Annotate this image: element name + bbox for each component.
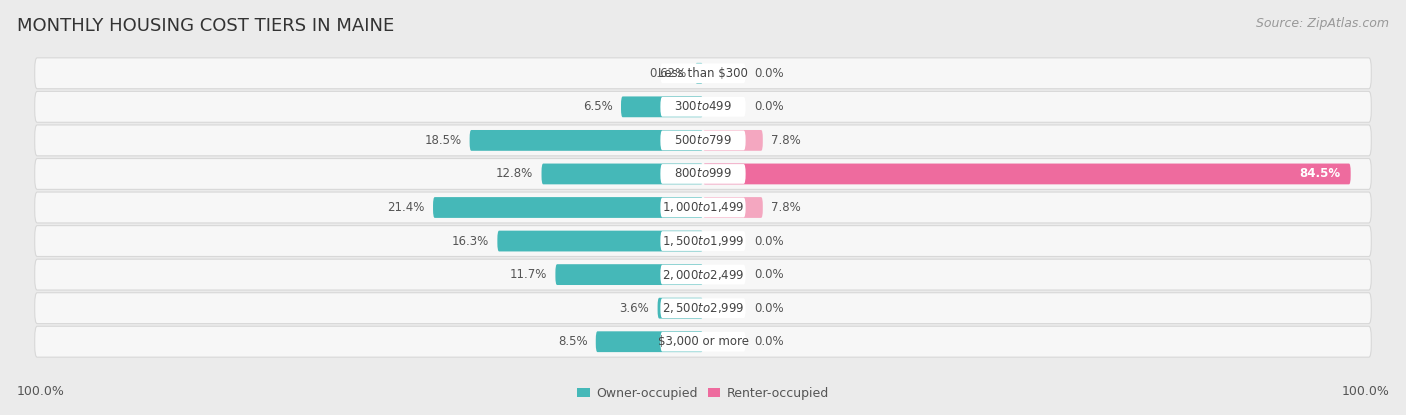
FancyBboxPatch shape [35, 326, 1371, 357]
FancyBboxPatch shape [621, 96, 703, 117]
Text: 21.4%: 21.4% [388, 201, 425, 214]
Text: 8.5%: 8.5% [558, 335, 588, 348]
FancyBboxPatch shape [658, 298, 703, 319]
FancyBboxPatch shape [35, 58, 1371, 89]
Text: $3,000 or more: $3,000 or more [658, 335, 748, 348]
FancyBboxPatch shape [661, 97, 745, 117]
FancyBboxPatch shape [35, 259, 1371, 290]
Text: 0.0%: 0.0% [754, 100, 783, 113]
Text: 0.0%: 0.0% [754, 268, 783, 281]
FancyBboxPatch shape [35, 91, 1371, 122]
Text: $2,500 to $2,999: $2,500 to $2,999 [662, 301, 744, 315]
FancyBboxPatch shape [35, 192, 1371, 223]
FancyBboxPatch shape [35, 159, 1371, 189]
Text: 6.5%: 6.5% [583, 100, 613, 113]
Text: 11.7%: 11.7% [510, 268, 547, 281]
Text: 0.0%: 0.0% [754, 234, 783, 248]
FancyBboxPatch shape [596, 331, 703, 352]
FancyBboxPatch shape [470, 130, 703, 151]
FancyBboxPatch shape [661, 63, 745, 83]
Text: 0.0%: 0.0% [754, 67, 783, 80]
FancyBboxPatch shape [35, 293, 1371, 324]
FancyBboxPatch shape [695, 63, 703, 84]
FancyBboxPatch shape [703, 130, 763, 151]
FancyBboxPatch shape [433, 197, 703, 218]
Text: $800 to $999: $800 to $999 [673, 167, 733, 181]
FancyBboxPatch shape [703, 164, 1351, 184]
FancyBboxPatch shape [541, 164, 703, 184]
FancyBboxPatch shape [661, 198, 745, 217]
Text: 100.0%: 100.0% [17, 386, 65, 398]
FancyBboxPatch shape [661, 130, 745, 150]
FancyBboxPatch shape [35, 226, 1371, 256]
FancyBboxPatch shape [661, 265, 745, 285]
Text: Source: ZipAtlas.com: Source: ZipAtlas.com [1256, 17, 1389, 29]
FancyBboxPatch shape [555, 264, 703, 285]
Text: 18.5%: 18.5% [425, 134, 461, 147]
Text: 3.6%: 3.6% [620, 302, 650, 315]
Text: 0.0%: 0.0% [754, 302, 783, 315]
Text: 12.8%: 12.8% [496, 167, 533, 181]
Text: 7.8%: 7.8% [770, 134, 801, 147]
FancyBboxPatch shape [661, 298, 745, 318]
Legend: Owner-occupied, Renter-occupied: Owner-occupied, Renter-occupied [578, 387, 828, 400]
Text: Less than $300: Less than $300 [658, 67, 748, 80]
Text: $1,500 to $1,999: $1,500 to $1,999 [662, 234, 744, 248]
Text: $300 to $499: $300 to $499 [673, 100, 733, 113]
FancyBboxPatch shape [661, 332, 745, 352]
Text: MONTHLY HOUSING COST TIERS IN MAINE: MONTHLY HOUSING COST TIERS IN MAINE [17, 17, 394, 34]
FancyBboxPatch shape [35, 125, 1371, 156]
Text: 16.3%: 16.3% [451, 234, 489, 248]
Text: $2,000 to $2,499: $2,000 to $2,499 [662, 268, 744, 282]
Text: 0.0%: 0.0% [754, 335, 783, 348]
FancyBboxPatch shape [661, 231, 745, 251]
FancyBboxPatch shape [703, 197, 763, 218]
Text: 84.5%: 84.5% [1299, 167, 1340, 181]
Text: 7.8%: 7.8% [770, 201, 801, 214]
Text: 100.0%: 100.0% [1341, 386, 1389, 398]
Text: $500 to $799: $500 to $799 [673, 134, 733, 147]
Text: $1,000 to $1,499: $1,000 to $1,499 [662, 200, 744, 215]
FancyBboxPatch shape [661, 164, 745, 184]
FancyBboxPatch shape [498, 231, 703, 251]
Text: 0.62%: 0.62% [650, 67, 688, 80]
